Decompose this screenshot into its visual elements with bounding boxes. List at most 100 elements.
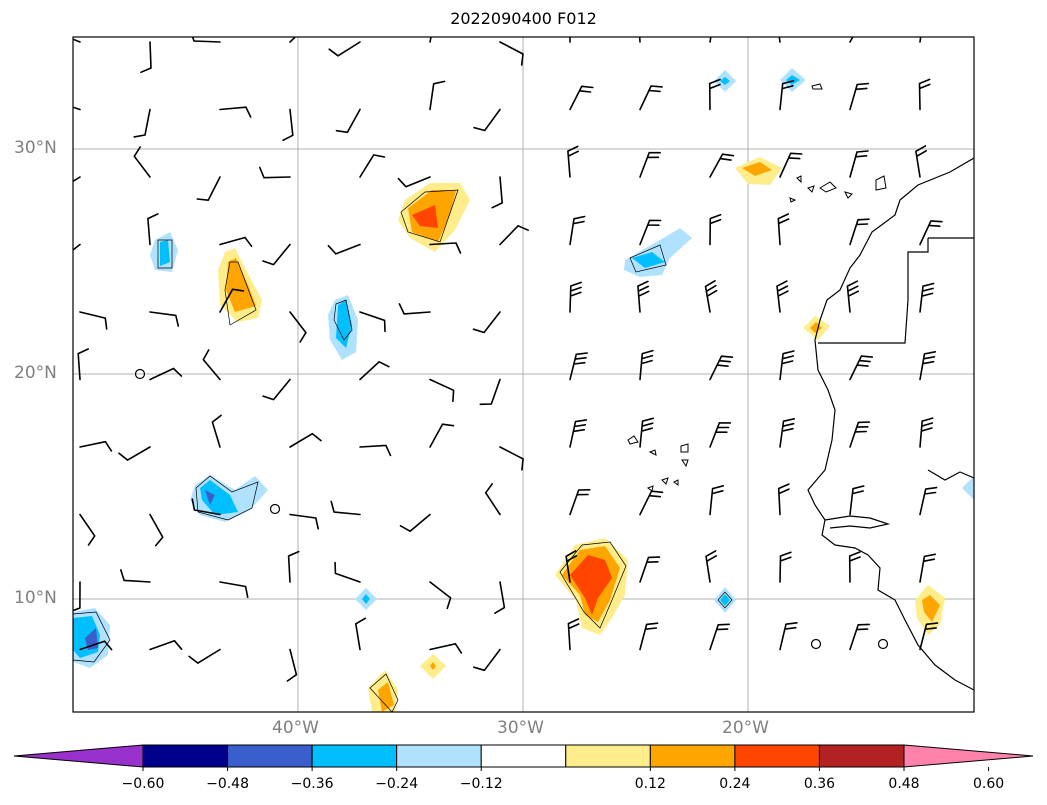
wind-barb	[147, 213, 159, 246]
wind-barb	[79, 440, 113, 452]
wind-barb	[846, 280, 860, 313]
colorbar-tick-label: −0.48	[206, 776, 249, 792]
contour-feature	[328, 295, 358, 360]
contour-feature	[73, 608, 111, 668]
wind-barb	[149, 367, 183, 381]
wind-barb	[118, 446, 151, 461]
contour-feature	[735, 157, 782, 185]
wind-barb	[359, 311, 386, 333]
wind-barb	[918, 78, 931, 111]
colorbar-bin	[480, 744, 567, 768]
wind-barb	[191, 498, 221, 516]
wind-barb	[569, 419, 588, 448]
colorbar-tick-label: −0.36	[290, 776, 334, 792]
colorbar	[13, 744, 1034, 771]
wind-barb	[287, 550, 300, 583]
contour-feature	[420, 654, 446, 679]
colorbar-tick-label: −0.60	[121, 776, 165, 792]
wind-barb	[709, 355, 734, 381]
wind-barb	[79, 311, 108, 330]
wind-barb	[777, 483, 790, 516]
wind-barb	[335, 108, 361, 134]
contour-feature	[714, 587, 736, 613]
wind-barb	[709, 623, 730, 651]
coastlines	[807, 157, 974, 691]
wind-barb	[569, 37, 571, 43]
wind-barb	[639, 85, 663, 111]
wind-barb	[473, 648, 501, 672]
wind-barb	[919, 622, 939, 651]
wind-barb	[77, 348, 89, 381]
wind-barb	[491, 176, 503, 209]
graticule	[73, 37, 974, 712]
wind-barb	[987, 79, 997, 110]
wind-barb	[355, 617, 367, 651]
wind-barb	[709, 213, 722, 246]
colorbar-extend-low	[13, 744, 144, 768]
wind-barb	[484, 483, 501, 516]
colorbar-bin	[649, 744, 736, 768]
wind-barb	[494, 581, 506, 614]
wind-barb	[849, 485, 865, 516]
wind-barb	[429, 37, 432, 43]
wind-barb	[133, 108, 151, 138]
wind-barb	[849, 421, 871, 448]
wind-barb	[639, 219, 662, 246]
wind-barb	[849, 150, 869, 178]
wind-barb	[849, 623, 870, 651]
contour-feature	[150, 232, 178, 272]
wind-barb	[779, 350, 795, 381]
wind-barb	[473, 108, 501, 132]
wind-barb	[262, 378, 291, 401]
contour-feature	[368, 670, 399, 712]
wind-barb	[779, 418, 795, 448]
wind-barb	[359, 361, 390, 381]
wind-barb	[499, 225, 529, 246]
wind-barb	[638, 37, 641, 43]
wind-barb	[849, 82, 869, 111]
islands	[627, 83, 887, 492]
colorbar-tick-label: 0.60	[972, 776, 1005, 792]
wind-barb	[569, 215, 586, 246]
wind-barb	[639, 349, 654, 381]
wind-barb	[639, 556, 661, 583]
wind-barb	[330, 500, 361, 516]
colorbar-bin	[396, 744, 482, 768]
wind-barb	[990, 620, 1002, 649]
lat-label-30n: 30°N	[14, 138, 57, 158]
wind-barb	[73, 38, 81, 43]
wind-barb	[639, 417, 654, 448]
wind-barb	[919, 351, 937, 381]
wind-barb	[219, 581, 249, 599]
wind-barb	[569, 85, 594, 111]
contour-feature	[714, 70, 736, 92]
wind-barb	[639, 151, 661, 178]
wind-barb	[569, 352, 588, 381]
wind-barb	[990, 148, 1003, 177]
wind-barb	[849, 355, 874, 381]
lon-label-40w: 40°W	[272, 718, 319, 738]
wind-barb	[429, 423, 455, 448]
contour-feature	[624, 228, 692, 277]
wind-barb	[289, 37, 297, 43]
wind-barb	[149, 640, 183, 651]
wind-barb	[149, 311, 180, 327]
wind-barb	[565, 550, 578, 583]
wind-barb	[73, 176, 81, 183]
wind-barb	[915, 145, 927, 178]
colorbar-tick-label: −0.24	[375, 776, 419, 792]
wind-barb	[202, 349, 221, 381]
wind-barb	[708, 78, 721, 111]
wind-barb	[919, 417, 934, 448]
lat-label-20n: 20°N	[14, 363, 57, 383]
wind-barb	[848, 551, 861, 583]
wind-barb	[777, 213, 790, 246]
wind-barb	[334, 561, 361, 583]
wind-barb	[639, 490, 664, 516]
colorbar-bin	[565, 744, 651, 768]
wind-barb	[188, 648, 221, 664]
wind-barb	[429, 581, 452, 610]
contour-feature	[355, 588, 377, 610]
colorbar-tick-label: 0.36	[803, 776, 836, 792]
